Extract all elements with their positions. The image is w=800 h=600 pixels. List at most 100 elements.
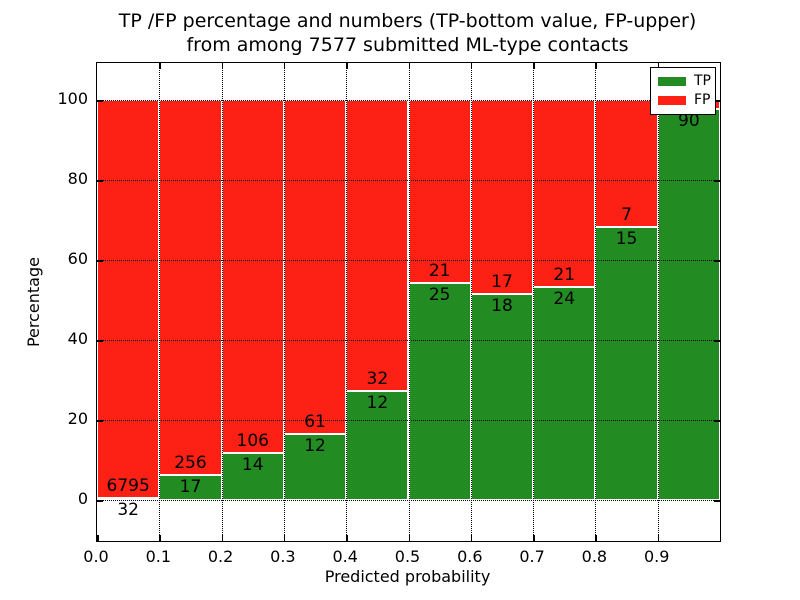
- bar-segment-fp-0.6-0.7: [470, 100, 534, 295]
- x-tick-bottom: [221, 535, 224, 541]
- x-tick-top: [657, 63, 660, 69]
- tp-count-label: 24: [553, 288, 576, 309]
- legend-item-tp: TP: [658, 73, 711, 89]
- bar-segment-tp-0.8-0.9: [595, 227, 658, 500]
- x-tick-bottom: [657, 535, 660, 541]
- x-tick-bottom: [159, 535, 161, 541]
- x-tick-label-0.9: 0.9: [643, 547, 670, 566]
- tp-count-label: 17: [179, 477, 202, 498]
- chart-title-line1: TP /FP percentage and numbers (TP-bottom…: [118, 10, 697, 32]
- y-tick-label-40: 40: [67, 329, 88, 348]
- tp-count-label: 12: [304, 436, 326, 457]
- v-gridline-0.1: [159, 63, 161, 541]
- fp-count-label: 21: [428, 260, 451, 281]
- v-gridline-0.4: [346, 63, 348, 541]
- bar-segment-tp-0.2-0.3: [221, 453, 284, 500]
- legend-label-fp: FP: [694, 92, 711, 108]
- tp-count-label: 18: [491, 296, 513, 317]
- bar-segment-tp-0.7-0.8: [533, 286, 596, 500]
- bar-segment-tp-0.6-0.7: [470, 294, 534, 500]
- bar-segment-fp-0.4-0.5: [346, 100, 409, 391]
- x-tick-bottom: [533, 535, 535, 541]
- x-tick-top: [408, 63, 410, 69]
- x-tick-bottom: [408, 535, 410, 541]
- tp-count-label: 32: [117, 500, 139, 521]
- y-tick-label-80: 80: [67, 169, 88, 188]
- x-tick-bottom: [470, 535, 473, 541]
- fp-count-label: 32: [366, 368, 389, 389]
- y-tick-label-60: 60: [67, 249, 88, 268]
- chart-title-line2: from among 7577 submitted ML-type contac…: [186, 34, 629, 56]
- x-tick-top: [283, 63, 286, 69]
- x-tick-bottom: [346, 535, 348, 541]
- x-tick-label-0.2: 0.2: [207, 547, 234, 566]
- chart-title: TP /FP percentage and numbers (TP-bottom…: [96, 9, 719, 57]
- bar-segment-fp-0.8-0.9: [595, 100, 658, 228]
- x-axis-label: Predicted probability: [324, 567, 491, 586]
- fp-count-label: 106: [236, 431, 269, 452]
- v-gridline-0.9: [657, 63, 659, 541]
- y-tick-label-0: 0: [77, 489, 88, 508]
- x-tick-label-0.4: 0.4: [332, 547, 358, 566]
- y-tick-label-20: 20: [67, 409, 88, 428]
- plot-area: 6795322561710614611232122125171821247152…: [96, 62, 721, 542]
- y-tick-left: [97, 340, 103, 342]
- x-tick-bottom: [283, 535, 286, 541]
- v-gridline-0.8: [595, 63, 597, 541]
- y-tick-left: [97, 420, 103, 422]
- v-gridline-0.7: [533, 63, 535, 541]
- bar-segment-tp-0.5-0.6: [408, 282, 471, 500]
- bar-segment-tp-0.3-0.4: [283, 434, 347, 500]
- tp-count-label: 15: [615, 229, 638, 250]
- v-gridline-0.5: [408, 63, 410, 541]
- v-gridline-0.6: [470, 63, 472, 541]
- bar-segment-tp-0.0-0.1: [97, 498, 160, 501]
- x-tick-top: [595, 63, 597, 69]
- x-tick-label-0.8: 0.8: [581, 547, 608, 566]
- x-tick-label-0.7: 0.7: [519, 547, 545, 566]
- x-tick-label-0.0: 0.0: [83, 547, 109, 566]
- v-gridline-0.3: [283, 63, 285, 541]
- v-gridline-0.2: [221, 63, 223, 541]
- x-tick-bottom: [595, 535, 597, 541]
- legend: TP FP: [650, 67, 716, 115]
- tp-count-label: 25: [428, 284, 451, 305]
- bar-segment-fp-0.3-0.4: [283, 100, 347, 435]
- x-tick-top: [533, 63, 535, 69]
- x-tick-top: [159, 63, 161, 69]
- y-tick-right: [714, 500, 720, 502]
- y-tick-left: [97, 180, 103, 182]
- x-tick-top: [470, 63, 473, 69]
- x-tick-label-0.6: 0.6: [457, 547, 483, 566]
- x-tick-top: [221, 63, 224, 69]
- y-tick-right: [714, 340, 720, 342]
- y-tick-left: [97, 260, 103, 262]
- bar-segment-fp-0.5-0.6: [408, 100, 471, 283]
- y-tick-right: [714, 420, 720, 422]
- fp-count-label: 6795: [106, 476, 150, 497]
- fp-count-label: 61: [304, 412, 326, 433]
- bar-segment-fp-0.0-0.1: [97, 100, 160, 499]
- fp-count-label: 7: [621, 205, 632, 226]
- y-tick-left: [97, 100, 103, 102]
- legend-label-tp: TP: [694, 73, 711, 89]
- bar-segment-tp-0.4-0.5: [346, 390, 409, 500]
- tp-count-label: 90: [678, 110, 700, 131]
- x-tick-bottom: [97, 535, 99, 541]
- y-tick-right: [714, 100, 720, 102]
- legend-swatch-fp: [658, 96, 686, 105]
- fp-count-label: 21: [553, 264, 576, 285]
- bar-segment-fp-0.1-0.2: [159, 100, 222, 476]
- bar-segment-fp-0.2-0.3: [221, 100, 284, 454]
- x-tick-top: [346, 63, 348, 69]
- bar-segment-fp-0.7-0.8: [533, 100, 596, 287]
- tp-count-label: 12: [366, 392, 389, 413]
- y-tick-left: [97, 500, 103, 502]
- fp-count-label: 17: [491, 272, 513, 293]
- legend-item-fp: FP: [658, 92, 711, 108]
- y-tick-right: [714, 180, 720, 182]
- x-tick-label-0.1: 0.1: [145, 547, 172, 566]
- legend-swatch-tp: [658, 77, 686, 86]
- y-tick-label-100: 100: [57, 89, 88, 108]
